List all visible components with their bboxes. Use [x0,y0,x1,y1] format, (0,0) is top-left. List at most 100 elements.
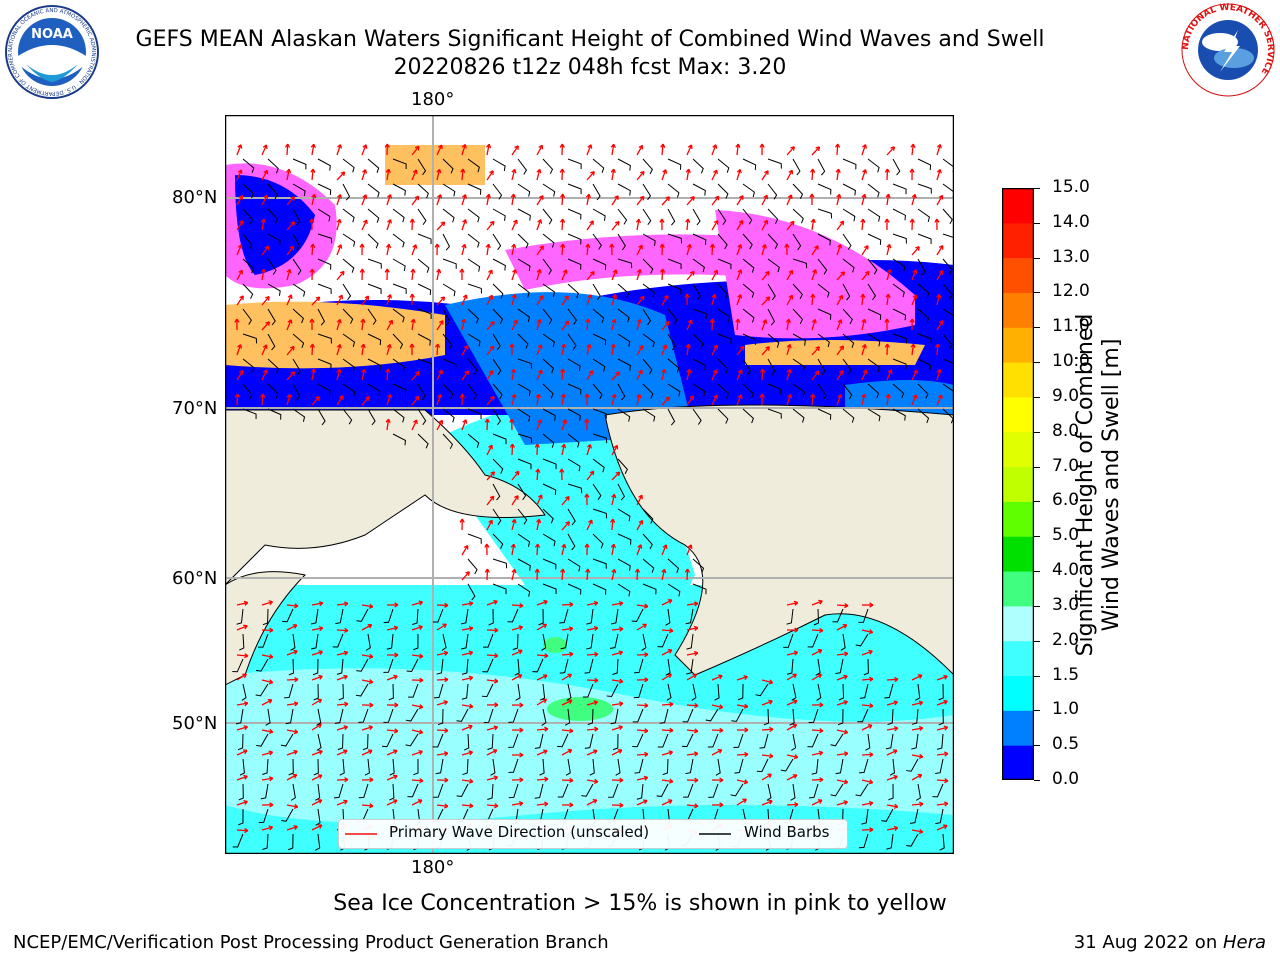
wave-arrow [486,804,499,807]
wave-arrow [811,629,824,632]
wind-barb [887,708,894,726]
wave-arrow [236,625,248,631]
wave-arrow [461,194,467,206]
wave-arrow-head [509,343,515,348]
wave-arrow [736,798,747,806]
wave-arrow-head [893,825,899,831]
wave-arrow [711,294,716,306]
wave-arrow-head [337,194,342,199]
wave-arrow-head [537,494,543,500]
wave-arrow [311,602,323,606]
wave-arrow [836,220,845,231]
footer-machine: Hera [1222,932,1266,953]
legend-barb-swatch [699,833,731,835]
wave-arrow [861,319,866,331]
wave-arrow [336,294,343,306]
wave-arrow [536,803,548,806]
wave-arrow-head [268,679,274,685]
wave-arrow-head [438,144,443,150]
wave-arrow-head [569,601,574,608]
wave-arrow-head [238,194,244,200]
wave-arrow-head [644,702,649,709]
wind-barb [567,458,581,472]
wave-arrow [686,627,698,631]
wind-barb [239,633,245,651]
wave-arrow [536,750,548,756]
wind-barb [731,708,744,722]
wind-barb [692,333,704,349]
wave-arrow-head [239,295,244,300]
wind-barb [242,358,255,373]
wind-barb [436,658,444,675]
wave-arrow [261,194,268,206]
wave-arrow-head [542,674,548,679]
wave-arrow-head [887,369,893,374]
wave-arrow [486,194,490,206]
wave-arrow [486,396,495,406]
wind-barb [592,283,601,301]
wind-barb [242,208,253,225]
wind-barb [492,508,502,526]
wave-arrow [561,344,565,356]
wind-barb [316,733,322,751]
wind-barb [665,608,671,626]
wave-arrow-head [265,321,271,326]
wave-arrow [736,704,748,708]
wave-arrow-head [843,779,849,785]
wave-arrow-head [814,245,819,250]
wave-arrow [761,194,768,206]
wind-barb [342,383,356,397]
wave-arrow [661,196,670,206]
wave-arrow [486,726,498,731]
wave-arrow-head [463,544,469,550]
wave-arrow [636,219,640,231]
wind-barb [442,233,451,251]
wind-barb [507,608,519,623]
wind-barb [938,708,944,726]
wave-arrow [261,601,273,606]
footer-credit: NCEP/EMC/Verification Post Processing Pr… [13,932,609,953]
wind-barb [262,758,269,775]
wave-arrow [461,168,464,181]
wave-arrow-head [544,653,549,659]
wave-arrow [611,195,619,206]
wind-barb [685,758,694,775]
alaska-land [604,404,954,676]
wave-arrow [861,629,873,634]
wave-arrow-head [694,728,699,734]
wind-barbs [232,158,954,851]
wave-arrow-head [317,799,323,804]
wave-arrow-head [260,393,266,398]
wave-arrow-head [343,601,349,607]
wave-arrow-head [586,343,592,349]
wave-arrow [586,470,595,481]
wave-arrow [911,674,923,681]
wind-barb [567,283,580,299]
wave-arrow [861,678,874,681]
colorbar-tick-label: 5.0 [1052,525,1080,546]
wave-arrow [436,804,448,808]
wind-barb [317,408,326,426]
wind-barb [292,358,301,376]
wind-barb [767,408,782,419]
wave-arrow [911,829,923,833]
wind-barb [817,183,832,195]
wave-arrow [661,799,673,806]
wind-barb [917,358,932,371]
wind-barb [792,333,806,346]
wave-arrow-head [494,627,499,633]
wind-barb [859,683,869,699]
wind-barb [617,533,632,545]
wave-arrow-head [693,751,699,757]
wind-barb [456,783,469,797]
wave-arrow-head [742,798,747,804]
wave-arrow [436,752,448,756]
wind-barb [517,408,531,422]
wave-arrow-head [559,468,565,473]
wind-barb [567,583,582,595]
wind-barb [267,158,279,174]
wave-arrow [686,673,697,681]
wave-arrow-head [489,395,495,401]
wave-arrow [811,293,814,306]
wave-arrow [611,679,623,683]
